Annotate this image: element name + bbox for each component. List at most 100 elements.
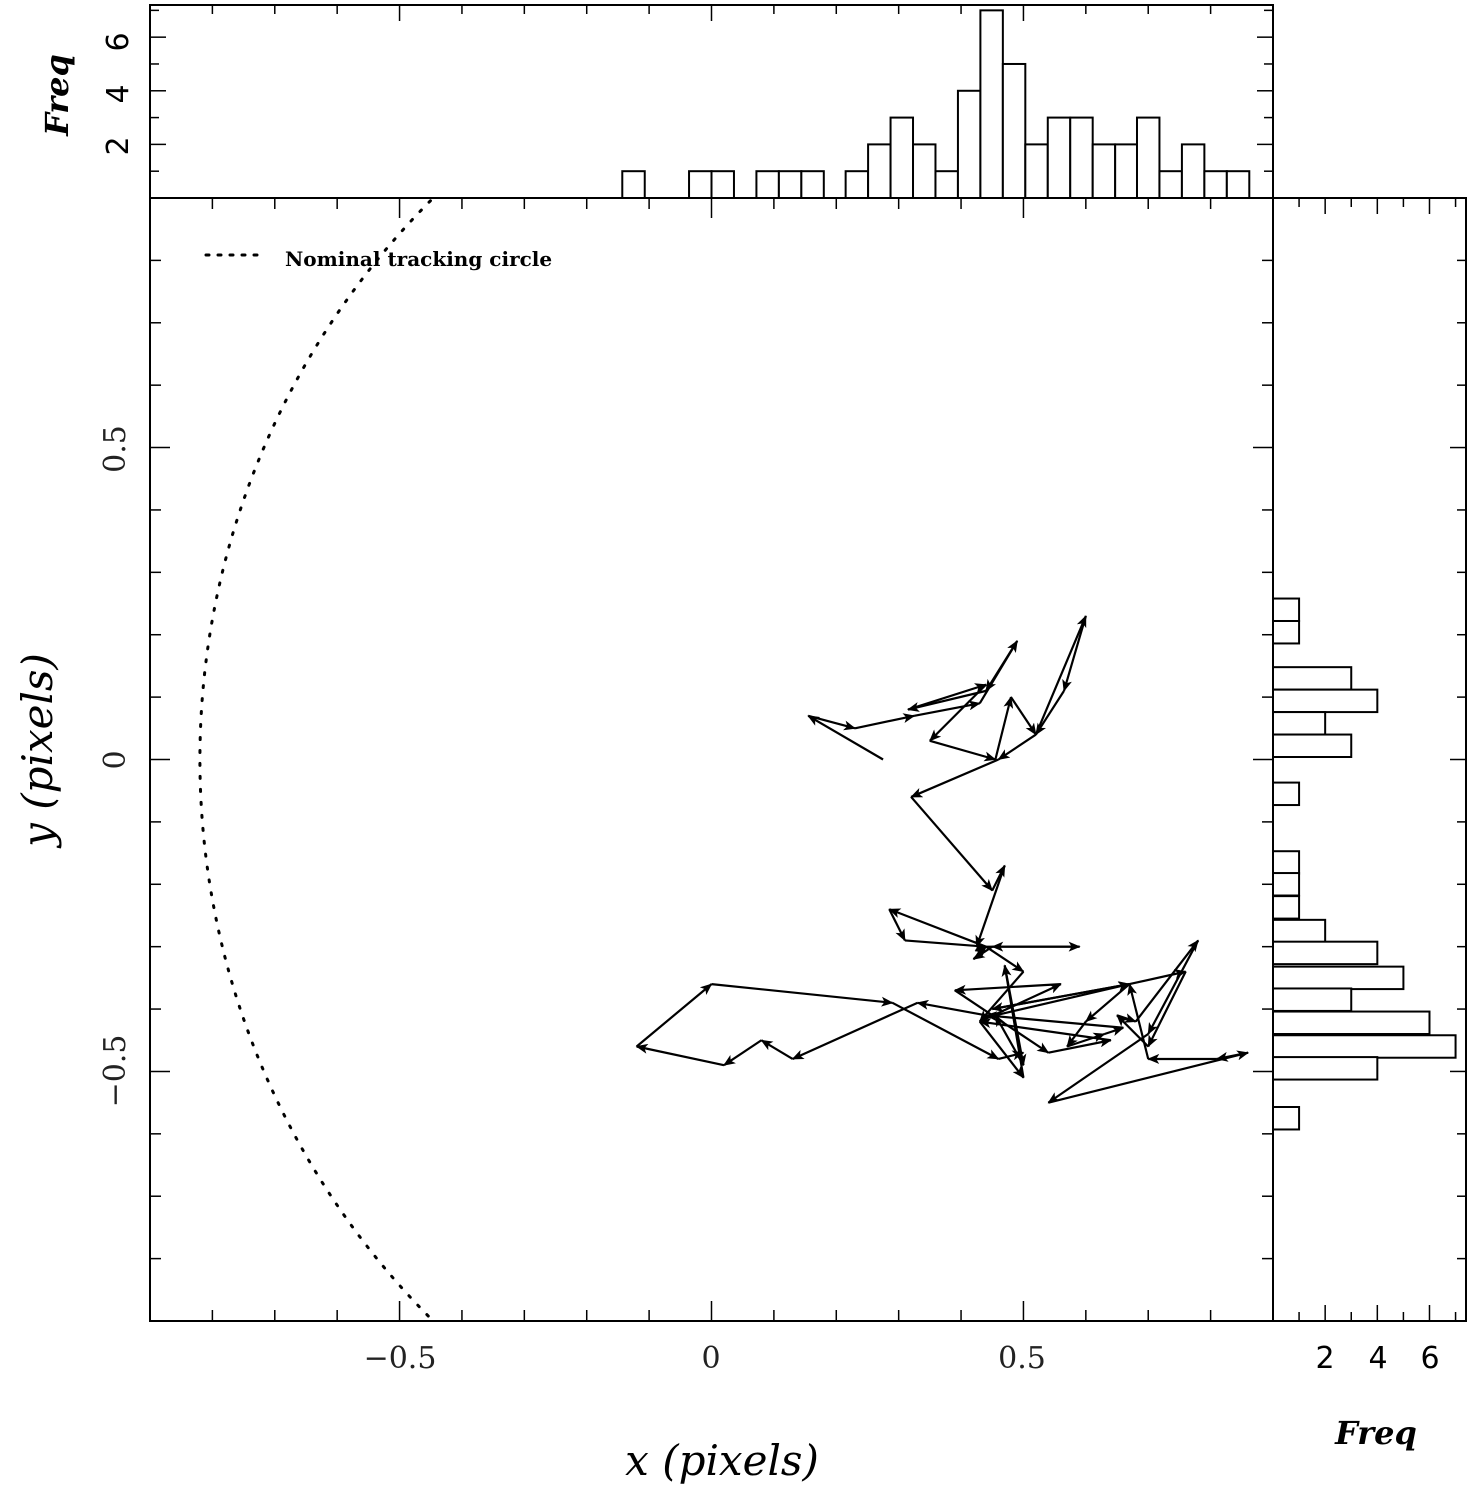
path-segment-arrow (1034, 615, 1087, 735)
x-histogram-bar (912, 143, 937, 199)
path-segment-arrow (711, 983, 894, 1007)
path-segment-arrow (1010, 696, 1037, 736)
legend: Nominal tracking circle (204, 247, 552, 271)
path-segment-arrow (916, 999, 987, 1017)
right-histogram (1272, 197, 1466, 1322)
x-histogram-bar (934, 170, 959, 199)
y-histogram-bar (1272, 666, 1353, 691)
y-histogram-bar (1272, 918, 1327, 944)
x-histogram-bar (1024, 143, 1049, 199)
path-segment-arrow (1048, 1050, 1250, 1104)
x-histogram-bar (956, 89, 982, 199)
x-histogram-bar (800, 170, 825, 199)
top-histogram-freq-title: Freq (38, 54, 76, 137)
right-histogram-freq-labels: 2 4 6 (1315, 1341, 1439, 1376)
x-tick-label: 0.5 (998, 1341, 1046, 1376)
y-tick-label: 0.5 (98, 425, 133, 473)
path-segment-arrow (888, 908, 906, 942)
right-freq-tick-label: 2 (1315, 1341, 1334, 1376)
path-segment-arrow (929, 683, 987, 742)
path-segment-arrow (760, 1039, 794, 1060)
y-histogram-bar (1272, 940, 1379, 966)
x-histogram-bar (1091, 143, 1117, 199)
path-segment-arrow (1048, 1037, 1112, 1054)
path-segment-arrow (1034, 690, 1065, 736)
top-freq-tick-label: 2 (101, 136, 136, 155)
top-histogram-freq-labels: 2 4 6 (101, 32, 136, 155)
path-segment-arrow (975, 865, 1006, 948)
y-histogram-bar (1272, 781, 1301, 807)
x-histogram-bar (1046, 116, 1072, 199)
x-histogram-bar (1203, 170, 1228, 199)
path-segment-arrow (1066, 1032, 1106, 1048)
path-segment-arrow (854, 713, 916, 730)
path-segment-arrow (1047, 1033, 1149, 1104)
y-histogram-bar (1272, 1056, 1379, 1081)
path-segment-arrow (1127, 983, 1150, 1060)
x-histogram-bar (1158, 170, 1183, 199)
top-histogram (149, 5, 1274, 199)
x-histogram-bar (1225, 170, 1251, 199)
x-histogram-bar (1069, 116, 1094, 199)
y-histogram-bar (1272, 688, 1379, 714)
x-histogram-bar (710, 170, 735, 199)
path-segment-arrow (1104, 1026, 1125, 1036)
path-segment-arrow (1147, 939, 1200, 1035)
y-histogram-bar (1272, 1106, 1301, 1131)
main-plot-frame (149, 197, 1274, 1322)
path-segment-arrow (635, 983, 713, 1048)
path-segment-arrow (985, 1011, 1124, 1029)
y-histogram-bar (1272, 895, 1301, 920)
y-histogram-bar (1272, 711, 1327, 736)
y-histogram-bar (1272, 850, 1301, 875)
x-tick-labels: −0.5 0 0.5 (364, 1341, 1046, 1376)
y-tick-labels: 0.5 0 −0.5 (98, 425, 133, 1107)
path-segment-arrow (1085, 983, 1131, 1023)
main-axis-ticks (149, 197, 1274, 1322)
x-histogram-bar (777, 170, 803, 199)
y-histogram-bar (1272, 965, 1405, 991)
path-segment-arrow (1129, 969, 1187, 986)
path-segment-arrow (791, 1001, 918, 1060)
y-histogram-bar (1272, 597, 1301, 622)
y-histogram-bar (1272, 619, 1301, 645)
x-histogram-bar (621, 170, 646, 199)
right-freq-tick-label: 6 (1420, 1341, 1439, 1376)
y-tick-label: −0.5 (98, 1035, 133, 1108)
right-histogram-freq-title: Freq (1334, 1414, 1417, 1452)
y-histogram-bar (1272, 1034, 1457, 1059)
x-histogram-bar (1001, 62, 1027, 199)
path-segment-arrow (992, 981, 1131, 1011)
x-histogram-bar (1180, 143, 1206, 199)
tracking-path (635, 615, 1250, 1104)
right-histogram-frame (1272, 197, 1467, 1322)
x-axis-title: x (pixels) (625, 1436, 819, 1485)
path-segment-arrow (998, 1050, 1025, 1061)
x-histogram-bar (867, 143, 892, 199)
path-segment-arrow (914, 700, 981, 717)
path-segment-arrow (1066, 1020, 1087, 1048)
top-freq-tick-label: 6 (101, 32, 136, 51)
y-histogram-bar (1272, 1010, 1431, 1036)
path-segment-arrow (904, 939, 988, 951)
x-histogram-bar (844, 170, 870, 199)
path-segment-arrow (997, 733, 1037, 761)
path-segment-arrow (1134, 939, 1200, 1023)
y-tick-label: 0 (98, 750, 133, 769)
y-histogram-bar (1272, 733, 1353, 759)
x-tick-label: 0 (701, 1341, 720, 1376)
path-segment-arrow (635, 1043, 725, 1067)
path-segment-arrow (995, 981, 1131, 1017)
y-axis-title: y (pixels) (13, 653, 62, 849)
path-segment-arrow (891, 1001, 1000, 1060)
path-segment-arrow (1147, 971, 1187, 1048)
right-freq-tick-label: 4 (1368, 1341, 1387, 1376)
path-segment-arrow (888, 908, 987, 948)
path-segment-arrow (978, 1020, 1025, 1079)
x-histogram-bar (688, 170, 713, 199)
legend-label: Nominal tracking circle (285, 247, 552, 271)
x-histogram-bar (1135, 116, 1161, 199)
path-segment-arrow (723, 1039, 763, 1067)
x-tick-label: −0.5 (364, 1341, 437, 1376)
